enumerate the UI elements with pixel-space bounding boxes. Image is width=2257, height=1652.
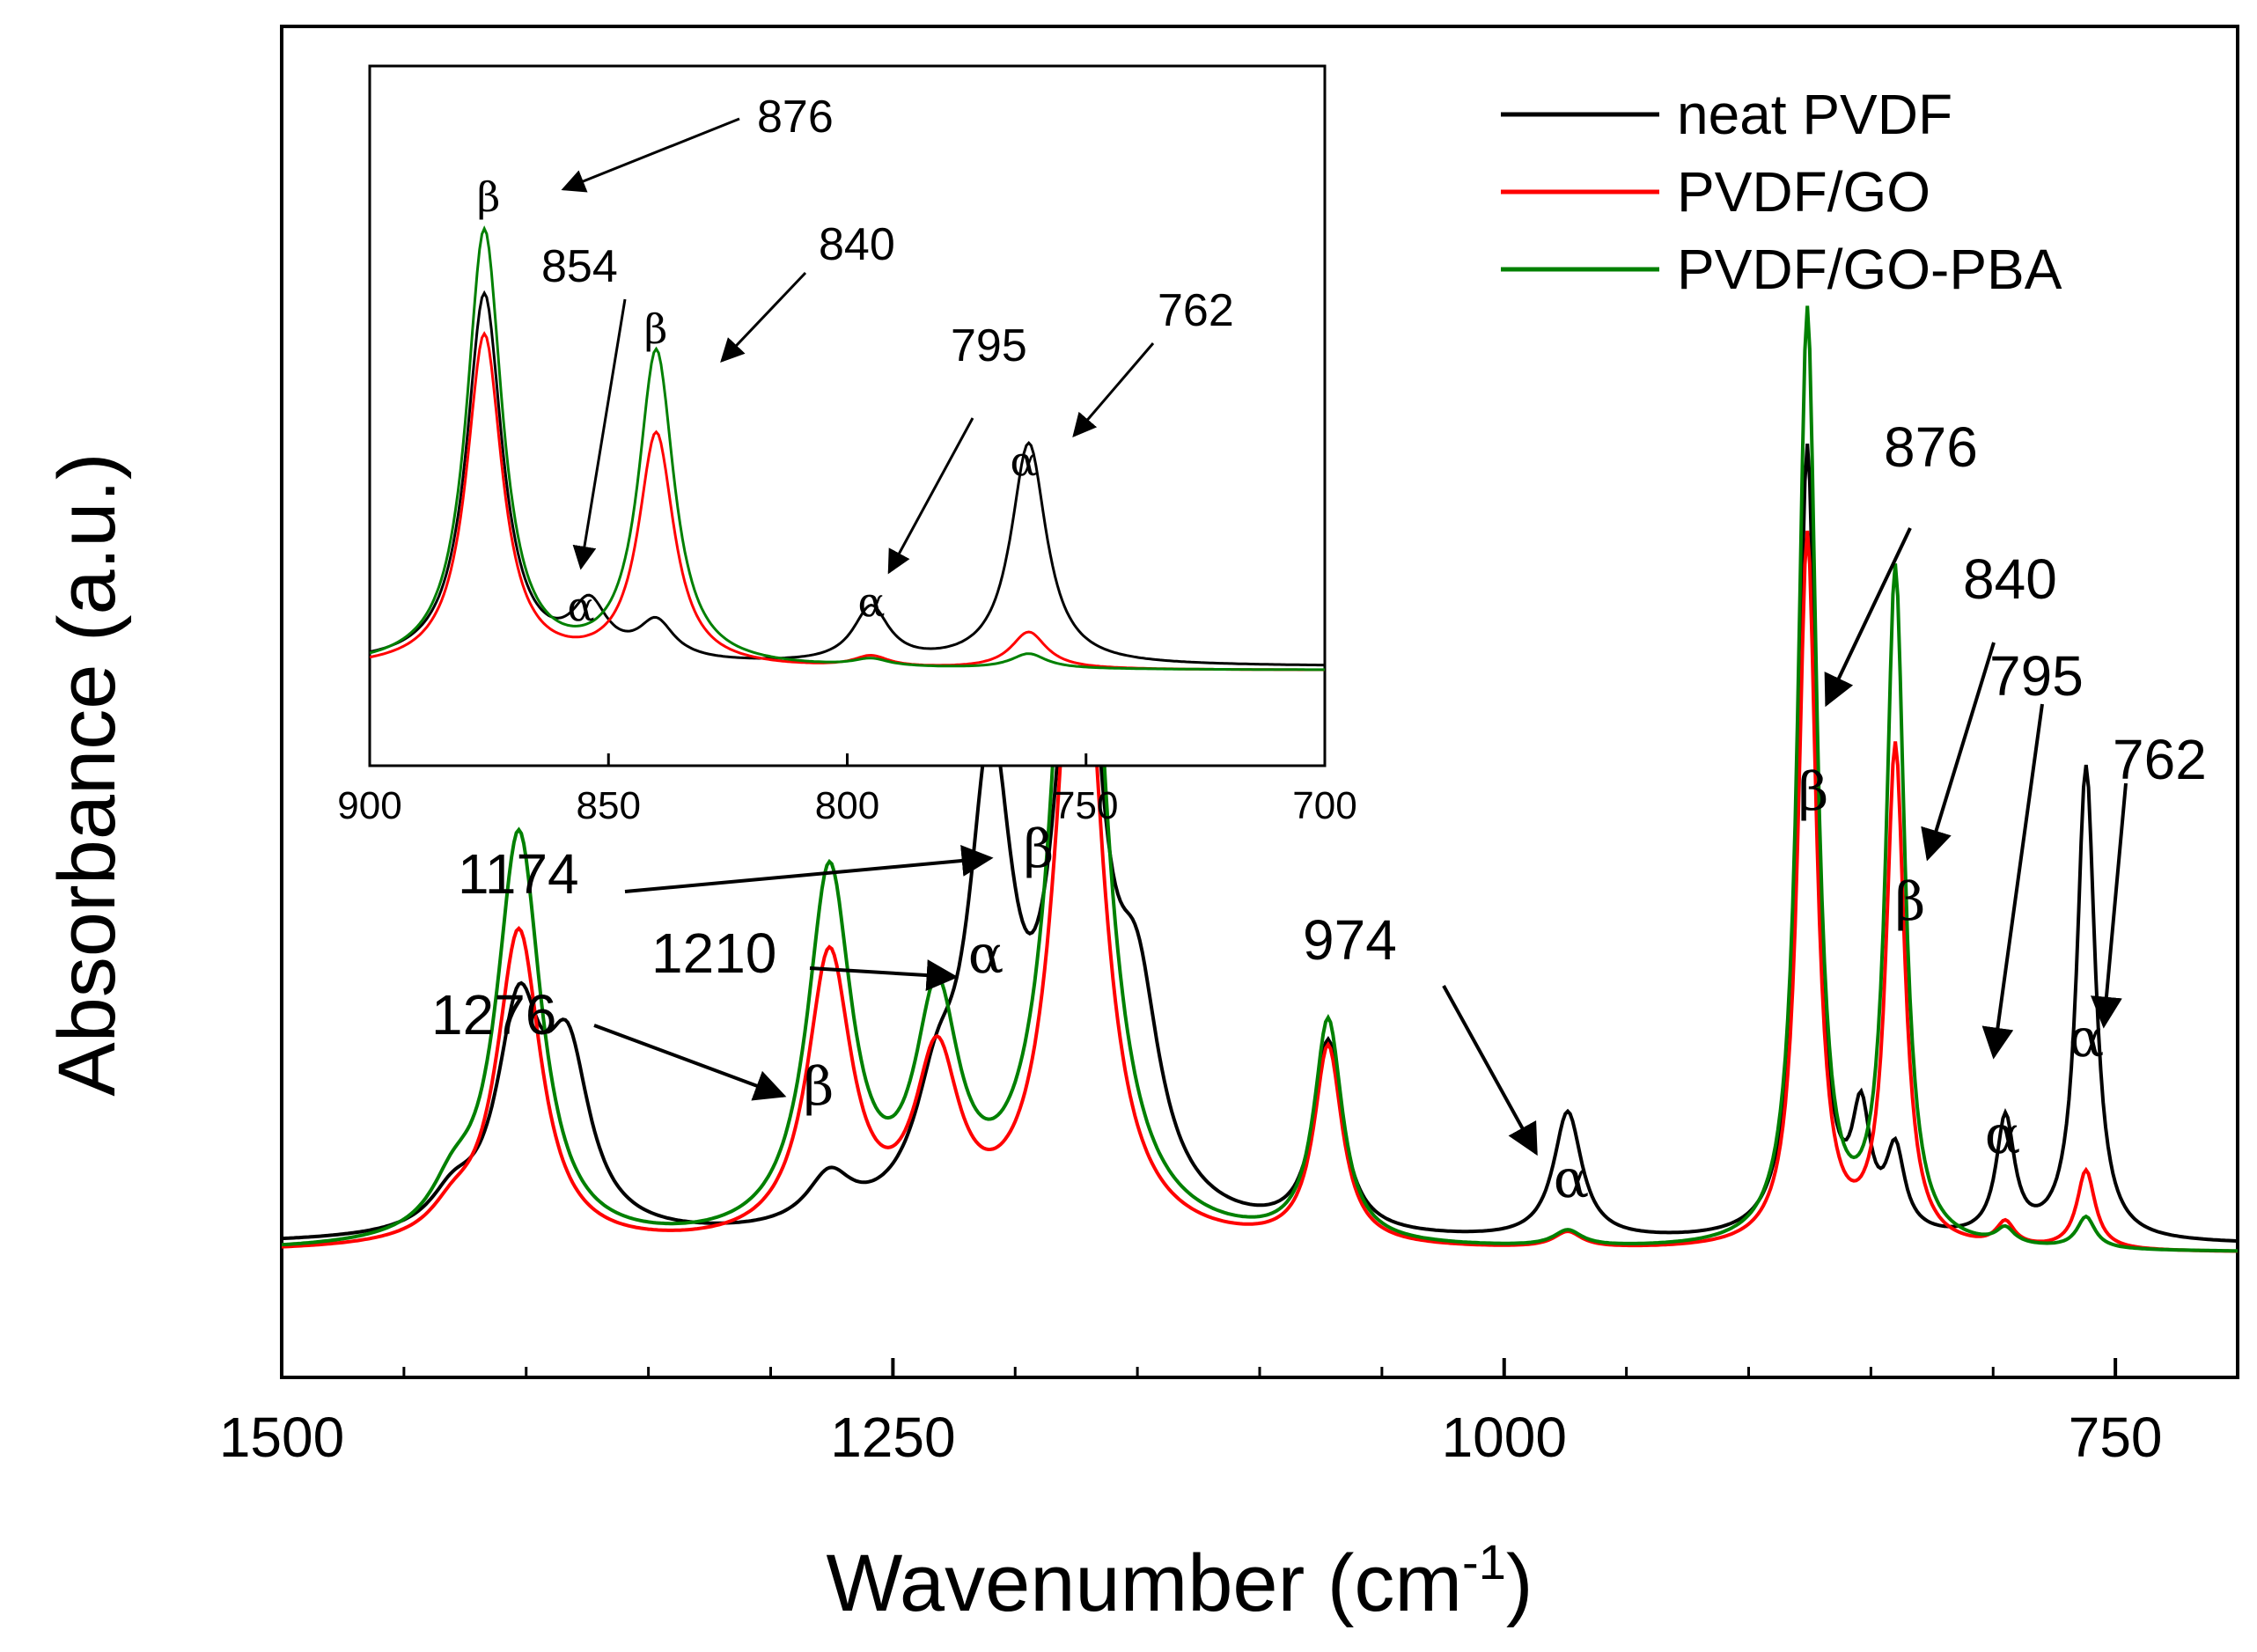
legend-label-0: neat PVDF xyxy=(1677,83,1952,146)
annotation-symbol-840: β xyxy=(1895,871,1926,933)
annotation-symbol-1210: α xyxy=(968,924,1004,986)
series-line-neat-pvdf xyxy=(282,443,2238,1243)
annotation-arrow-795 xyxy=(1981,703,2044,1060)
y-axis-label: Absorbance (a.u.) xyxy=(42,452,132,1096)
annotation-arrow-840 xyxy=(1921,642,1996,862)
inset-annotation-symbol-795: α xyxy=(857,578,885,626)
inset-annotation-arrow-876 xyxy=(561,117,740,193)
annotation-symbol-974: α xyxy=(1554,1149,1590,1210)
inset-annotation-symbol-876: β xyxy=(477,173,501,221)
inset-annotation-label-795: 795 xyxy=(951,320,1027,371)
annotation-arrow-1174 xyxy=(624,845,994,893)
inset-annotation-label-840: 840 xyxy=(819,219,895,270)
annotation-arrow-876 xyxy=(1824,527,1912,708)
annotation-arrow-1210 xyxy=(809,959,959,992)
x-tick-label-1000: 1000 xyxy=(1442,1406,1567,1469)
inset-annotation-symbol-762: α xyxy=(1010,437,1037,485)
inset-plot-frame xyxy=(368,64,1327,767)
annotation-arrow-974 xyxy=(1442,985,1538,1156)
annotation-symbol-1174: β xyxy=(1024,819,1055,880)
inset-annotation-symbol-854: α xyxy=(567,583,594,630)
inset-annotation-symbol-840: β xyxy=(644,305,668,353)
legend-label-1: PVDF/GO xyxy=(1677,160,1930,224)
inset-annotation-label-876: 876 xyxy=(757,92,834,143)
annotation-symbol-795: α xyxy=(1985,1105,2021,1166)
inset-x-tick-label-850: 850 xyxy=(577,784,641,827)
annotation-label-795: 795 xyxy=(1989,644,2084,708)
inset-series-line-pvdf-go-pba xyxy=(370,225,1325,672)
x-axis-label: Wavenumber (cm-1) xyxy=(827,1534,1533,1628)
annotation-symbol-876: β xyxy=(1798,761,1829,823)
inset-series-line-neat-pvdf xyxy=(370,290,1325,667)
annotation-label-1174: 1174 xyxy=(458,842,579,906)
inset-x-tick-label-750: 750 xyxy=(1054,784,1118,827)
series-line-pvdf-go xyxy=(282,530,2238,1253)
inset-x-tick-label-800: 800 xyxy=(815,784,879,827)
annotation-arrow-1276 xyxy=(593,1024,787,1101)
annotation-label-840: 840 xyxy=(1963,547,2057,611)
x-tick-label-1500: 1500 xyxy=(219,1406,344,1469)
inset-x-tick-label-900: 900 xyxy=(337,784,401,827)
annotation-symbol-1276: β xyxy=(804,1056,834,1118)
annotation-label-1276: 1276 xyxy=(431,983,556,1046)
inset-x-tick-label-700: 700 xyxy=(1292,784,1356,827)
annotation-label-876: 876 xyxy=(1884,415,1978,479)
inset-annotation-arrow-762 xyxy=(1072,342,1155,438)
annotation-label-1210: 1210 xyxy=(651,921,776,985)
inset-annotation-arrow-795 xyxy=(887,417,974,575)
annotation-label-974: 974 xyxy=(1303,908,1397,972)
inset-annotation-arrow-854 xyxy=(572,298,627,570)
annotation-arrow-762 xyxy=(2091,782,2128,1029)
annotation-symbol-762: α xyxy=(2069,1008,2105,1069)
inset-annotation-label-762: 762 xyxy=(1158,285,1234,336)
inset-annotation-label-854: 854 xyxy=(541,241,618,292)
annotation-label-762: 762 xyxy=(2113,728,2207,791)
series-line-pvdf-go-pba xyxy=(282,305,2238,1253)
legend: neat PVDF PVDF/GO PVDF/GO-PBA xyxy=(1501,83,2062,301)
x-tick-label-1250: 1250 xyxy=(830,1406,955,1469)
legend-label-2: PVDF/GO-PBA xyxy=(1677,238,2062,301)
inset-annotation-arrow-840 xyxy=(720,271,807,363)
x-tick-label-750: 750 xyxy=(2069,1406,2163,1469)
